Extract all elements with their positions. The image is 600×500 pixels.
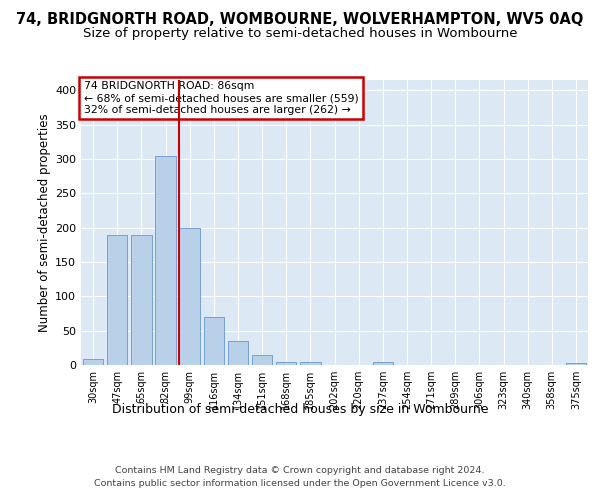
Bar xyxy=(179,228,200,365)
Bar xyxy=(300,362,320,365)
Text: 74, BRIDGNORTH ROAD, WOMBOURNE, WOLVERHAMPTON, WV5 0AQ: 74, BRIDGNORTH ROAD, WOMBOURNE, WOLVERHA… xyxy=(16,12,584,28)
Bar xyxy=(155,156,176,365)
Text: Contains HM Land Registry data © Crown copyright and database right 2024.: Contains HM Land Registry data © Crown c… xyxy=(115,466,485,475)
Bar xyxy=(83,359,103,365)
Text: 74 BRIDGNORTH ROAD: 86sqm
← 68% of semi-detached houses are smaller (559)
32% of: 74 BRIDGNORTH ROAD: 86sqm ← 68% of semi-… xyxy=(83,82,358,114)
Text: Contains public sector information licensed under the Open Government Licence v3: Contains public sector information licen… xyxy=(94,479,506,488)
Text: Distribution of semi-detached houses by size in Wombourne: Distribution of semi-detached houses by … xyxy=(112,402,488,415)
Bar xyxy=(276,362,296,365)
Bar xyxy=(373,362,393,365)
Y-axis label: Number of semi-detached properties: Number of semi-detached properties xyxy=(38,113,51,332)
Bar xyxy=(203,317,224,365)
Bar xyxy=(252,354,272,365)
Text: Size of property relative to semi-detached houses in Wombourne: Size of property relative to semi-detach… xyxy=(83,28,517,40)
Bar xyxy=(107,235,127,365)
Bar xyxy=(566,363,586,365)
Bar xyxy=(131,234,152,365)
Bar xyxy=(227,341,248,365)
